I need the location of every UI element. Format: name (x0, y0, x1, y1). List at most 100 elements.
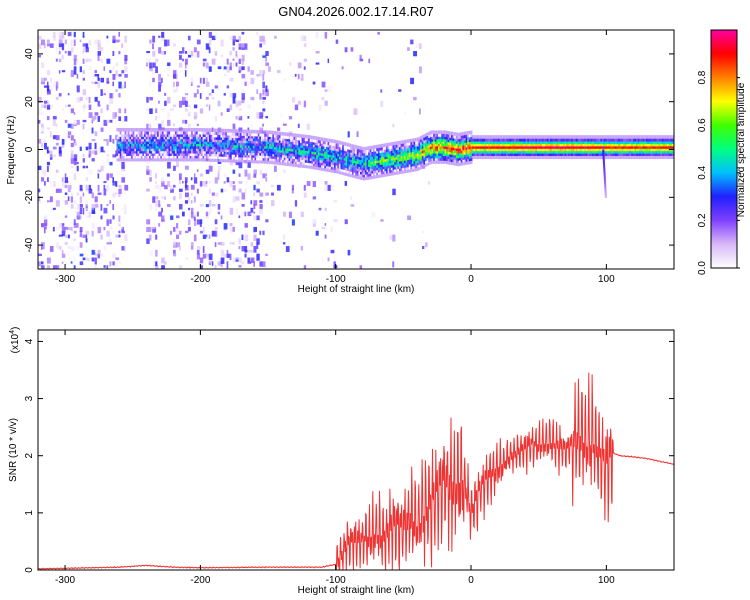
spectrogram-cell (40, 169, 44, 175)
spectrogram-cell (213, 153, 216, 157)
spectrogram-cell (447, 148, 450, 152)
spectrogram-cell (325, 151, 328, 155)
spectrogram-cell (179, 62, 183, 68)
spectrogram-cell (475, 138, 478, 142)
spectrogram-cell (100, 58, 103, 63)
spectrogram-cell (355, 151, 358, 154)
spectrogram-cell (214, 51, 218, 56)
spectrogram-cell (88, 184, 92, 190)
spectrogram-cell (639, 143, 642, 147)
spectrogram-cell (226, 58, 229, 65)
spectrogram-cell (262, 152, 265, 156)
spectrogram-cell (197, 148, 200, 152)
spectrogram-cell (634, 141, 637, 145)
spectrogram-cell (537, 145, 540, 149)
spectrogram-cell (491, 138, 494, 142)
spectrogram-cell (321, 150, 324, 154)
spectrogram-cell (184, 181, 187, 188)
spectrogram-cell (58, 43, 63, 48)
spectrogram-cell (194, 150, 197, 154)
spectrogram-cell (181, 141, 184, 145)
spectrogram-cell (327, 257, 330, 262)
spectrogram-cell (212, 136, 215, 140)
spectrogram-cell (426, 159, 429, 163)
spectrogram-cell (389, 169, 392, 173)
spectrogram-cell (317, 147, 320, 151)
spectrogram-cell (155, 200, 159, 207)
spectrogram-cell (316, 163, 319, 167)
spectrogram-cell (179, 145, 182, 149)
spectrogram-cell (360, 157, 363, 161)
spectrogram-cell (298, 139, 301, 143)
spectrogram-cell (428, 149, 431, 153)
spectrogram-cell (359, 54, 362, 62)
spectrogram-cell (363, 157, 366, 161)
spectrogram-cell (306, 157, 309, 161)
spectrogram-cell (608, 153, 611, 156)
spectrogram-cell (85, 177, 89, 181)
spectrogram-cell (199, 173, 204, 177)
spectrogram-cell (517, 148, 520, 152)
spectrogram-cell (190, 77, 194, 85)
spectrogram-cell (161, 265, 165, 269)
spectrogram-cell (64, 234, 68, 238)
spectrogram-cell (553, 141, 556, 145)
spectrogram-cell (247, 116, 250, 119)
spectrogram-cell (376, 155, 379, 159)
spectrogram-cell (371, 163, 374, 167)
spectrogram-cell (155, 184, 159, 189)
spectrogram-cell (416, 165, 419, 168)
spectrogram-cell (491, 150, 494, 154)
spectrogram-cell (261, 157, 264, 161)
spectrogram-cell (317, 157, 320, 160)
spectrogram-cell (475, 153, 478, 156)
spectrogram-cell (610, 145, 613, 149)
spectrogram-cell (179, 155, 182, 159)
spectrogram-cell (217, 139, 220, 143)
spectrogram-cell (226, 132, 229, 136)
spectrogram-cell (176, 153, 179, 156)
spectrogram-cell (642, 153, 645, 156)
spectrogram-cell (449, 137, 452, 141)
spectrogram-cell (283, 159, 286, 163)
spectrogram-cell (273, 151, 276, 155)
spectrogram-cell (506, 138, 509, 142)
spectrogram-cell (330, 149, 333, 153)
spectrogram-cell (248, 145, 251, 149)
spectrogram-cell (600, 148, 603, 152)
spectrogram-cell (179, 173, 182, 180)
spectrogram-cell (211, 230, 216, 237)
spectrogram-cell (311, 139, 314, 143)
spectrogram-cell (252, 140, 255, 144)
spectrogram-cell (241, 203, 245, 207)
spectrogram-cell (179, 230, 182, 235)
spectrogram-cell (149, 177, 152, 182)
spectrogram-x-label: Height of straight line (km) (298, 284, 415, 295)
spectrogram-cell (256, 215, 260, 221)
spectrogram-cell (366, 161, 369, 165)
spectrogram-cell (202, 138, 205, 142)
spectrogram-cell (606, 150, 609, 154)
spectrogram-cell (382, 151, 385, 155)
spectrogram-cell (527, 138, 530, 142)
spectrogram-cell (561, 138, 564, 142)
spectrogram-cell (364, 152, 367, 156)
spectrogram-cell (79, 93, 84, 97)
spectrogram-cell (304, 162, 307, 166)
spectrogram-cell (501, 153, 504, 156)
spectrogram-cell (269, 138, 272, 142)
spectrogram-cell (330, 164, 333, 168)
spectrogram-cell (535, 143, 538, 147)
spectrogram-cell (431, 150, 434, 154)
spectrogram-cell (465, 134, 468, 138)
spectrogram-cell (670, 145, 673, 149)
spectrogram-cell (122, 131, 125, 135)
spectrogram-cell (657, 141, 660, 145)
spectrogram-cell (301, 140, 304, 144)
spectrogram-cell (118, 141, 121, 145)
spectrogram-cell (91, 223, 96, 229)
spectrogram-cell (199, 230, 204, 234)
spectrogram-cell (247, 249, 251, 253)
spectrogram-cell (377, 169, 380, 173)
spectrogram-cell (407, 47, 410, 52)
